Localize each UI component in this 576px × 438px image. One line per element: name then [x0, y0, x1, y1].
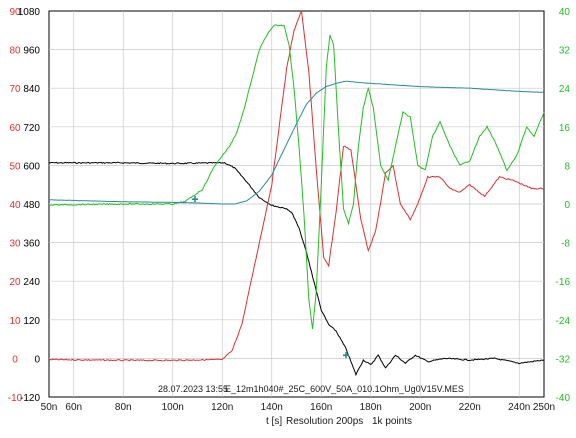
x-tick-label: 220n	[459, 402, 481, 413]
timestamp-label: 28.07.2023 13:55	[158, 384, 228, 394]
x-tick-label: 80n	[115, 402, 132, 413]
x-tick-label: 60n	[65, 402, 82, 413]
red-axis-tick-label: 50	[9, 161, 21, 172]
series-line-3	[49, 80, 545, 205]
x-tick-label: 140n	[261, 402, 283, 413]
green-axis-tick-label: 40	[559, 7, 571, 18]
green-axis-tick-label: -24	[556, 316, 571, 327]
red-axis-tick-label: 60	[9, 123, 21, 134]
red-axis-tick-label: 20	[9, 277, 21, 288]
green-axis-tick-label: -8	[561, 239, 570, 250]
black-axis-tick-label: 360	[23, 239, 40, 250]
resolution-label: Resolution 200ps	[286, 416, 363, 427]
x-tick-label: 160n	[310, 402, 332, 413]
red-axis-tick-label: 0	[12, 354, 18, 365]
x-axis-title: t [s]	[266, 416, 282, 427]
x-tick-label: 240n	[508, 402, 530, 413]
x-tick-label: 200n	[409, 402, 431, 413]
cursor-marker-0	[192, 196, 199, 203]
x-tick-label: 180n	[360, 402, 382, 413]
red-axis-tick-label: 40	[9, 200, 21, 211]
red-axis-tick-label: 80	[9, 46, 21, 57]
red-axis-tick-label: -10	[8, 393, 23, 404]
points-label: 1k points	[372, 416, 412, 427]
x-tick-label: 120n	[211, 402, 233, 413]
green-axis-tick-label: -16	[556, 277, 571, 288]
black-axis-tick-label: 240	[23, 277, 40, 288]
grid-lines	[49, 11, 544, 397]
series-line-2	[48, 24, 545, 330]
red-axis-tick-label: 90	[9, 7, 21, 18]
cursor-marker-1	[343, 352, 349, 359]
green-axis-tick-label: 24	[559, 84, 571, 95]
black-axis-tick-label: 960	[23, 46, 40, 57]
black-axis-tick-label: 1080	[18, 7, 41, 18]
green-axis-tick-label: 0	[564, 200, 570, 211]
red-axis-tick-label: 10	[9, 316, 21, 327]
file-name-label: E_12m1h040#_25C_600V_50A_010.1Ohm_Ug0V15…	[225, 384, 464, 394]
green-axis-tick-label: 16	[559, 123, 571, 134]
x-tick-label: 50n	[41, 402, 58, 413]
black-axis-tick-label: 0	[34, 354, 40, 365]
black-axis-tick-label: 840	[23, 84, 40, 95]
black-axis-tick-label: 720	[23, 123, 40, 134]
markers-group	[192, 196, 349, 359]
axis-ticks: 50n 60n 80n 100n 120n 140n 160n 180n 200n 220n 240…	[8, 7, 571, 413]
black-axis-tick-label: 120	[23, 316, 40, 327]
green-axis-tick-label: 8	[564, 161, 570, 172]
series-group	[48, 9, 545, 377]
red-axis-tick-label: 30	[9, 239, 21, 250]
red-axis-tick-label: 70	[9, 84, 21, 95]
green-axis-tick-label: -32	[556, 354, 571, 365]
green-axis-tick-label: 32	[559, 46, 571, 57]
series-line-0	[48, 161, 545, 377]
black-axis-tick-label: 480	[23, 200, 40, 211]
green-axis-tick-label: -40	[556, 393, 571, 404]
x-tick-label: 100n	[162, 402, 184, 413]
x-tick-label: 250n	[533, 402, 555, 413]
series-line-1	[48, 9, 545, 362]
black-axis-tick-label: 600	[23, 161, 40, 172]
black-axis-tick-label: -120	[20, 393, 40, 404]
